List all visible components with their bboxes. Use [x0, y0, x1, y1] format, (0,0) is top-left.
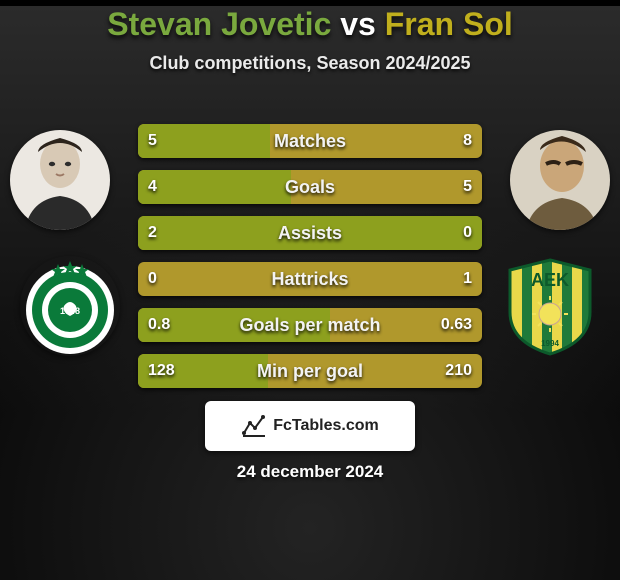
brand-badge: FcTables.com — [205, 401, 415, 451]
stat-label: Min per goal — [138, 354, 482, 388]
comparison-card: { "header": { "title_left": "Stevan Jove… — [0, 6, 620, 580]
stat-label: Assists — [138, 216, 482, 250]
footer-date: 24 december 2024 — [237, 462, 384, 482]
shield-icon: AEK 1994 — [500, 256, 600, 356]
stat-label: Hattricks — [138, 262, 482, 296]
club-right-crest: AEK 1994 — [500, 256, 600, 356]
subtitle: Club competitions, Season 2024/2025 — [0, 53, 620, 74]
stat-row: 45Goals — [138, 170, 482, 204]
person-icon — [10, 130, 110, 230]
player-left-avatar — [10, 130, 110, 230]
crest-right-text: AEK — [531, 270, 569, 290]
stat-row: 58Matches — [138, 124, 482, 158]
stat-row: 128210Min per goal — [138, 354, 482, 388]
player-right-avatar — [510, 130, 610, 230]
shield-icon: 1948 — [20, 256, 120, 356]
crest-right-year: 1994 — [541, 339, 559, 348]
stat-row: 01Hattricks — [138, 262, 482, 296]
stat-row: 20Assists — [138, 216, 482, 250]
stat-label: Goals — [138, 170, 482, 204]
club-left-crest: 1948 — [20, 256, 120, 356]
comparison-stage: 1948 — [0, 114, 620, 404]
page-title: Stevan Jovetic vs Fran Sol — [0, 6, 620, 43]
stat-bars: 58Matches 45Goals 20Assists 01Hattricks 0.80… — [138, 124, 482, 400]
brand-text: FcTables.com — [273, 417, 379, 435]
title-player-left: Stevan Jovetic — [107, 6, 331, 42]
chart-icon — [241, 413, 267, 439]
stat-label: Matches — [138, 124, 482, 158]
person-icon — [510, 130, 610, 230]
title-vs: vs — [331, 6, 384, 42]
crest-left-year: 1948 — [60, 306, 80, 316]
stat-row: 0.80.63Goals per match — [138, 308, 482, 342]
stat-label: Goals per match — [138, 308, 482, 342]
title-player-right: Fran Sol — [385, 6, 513, 42]
